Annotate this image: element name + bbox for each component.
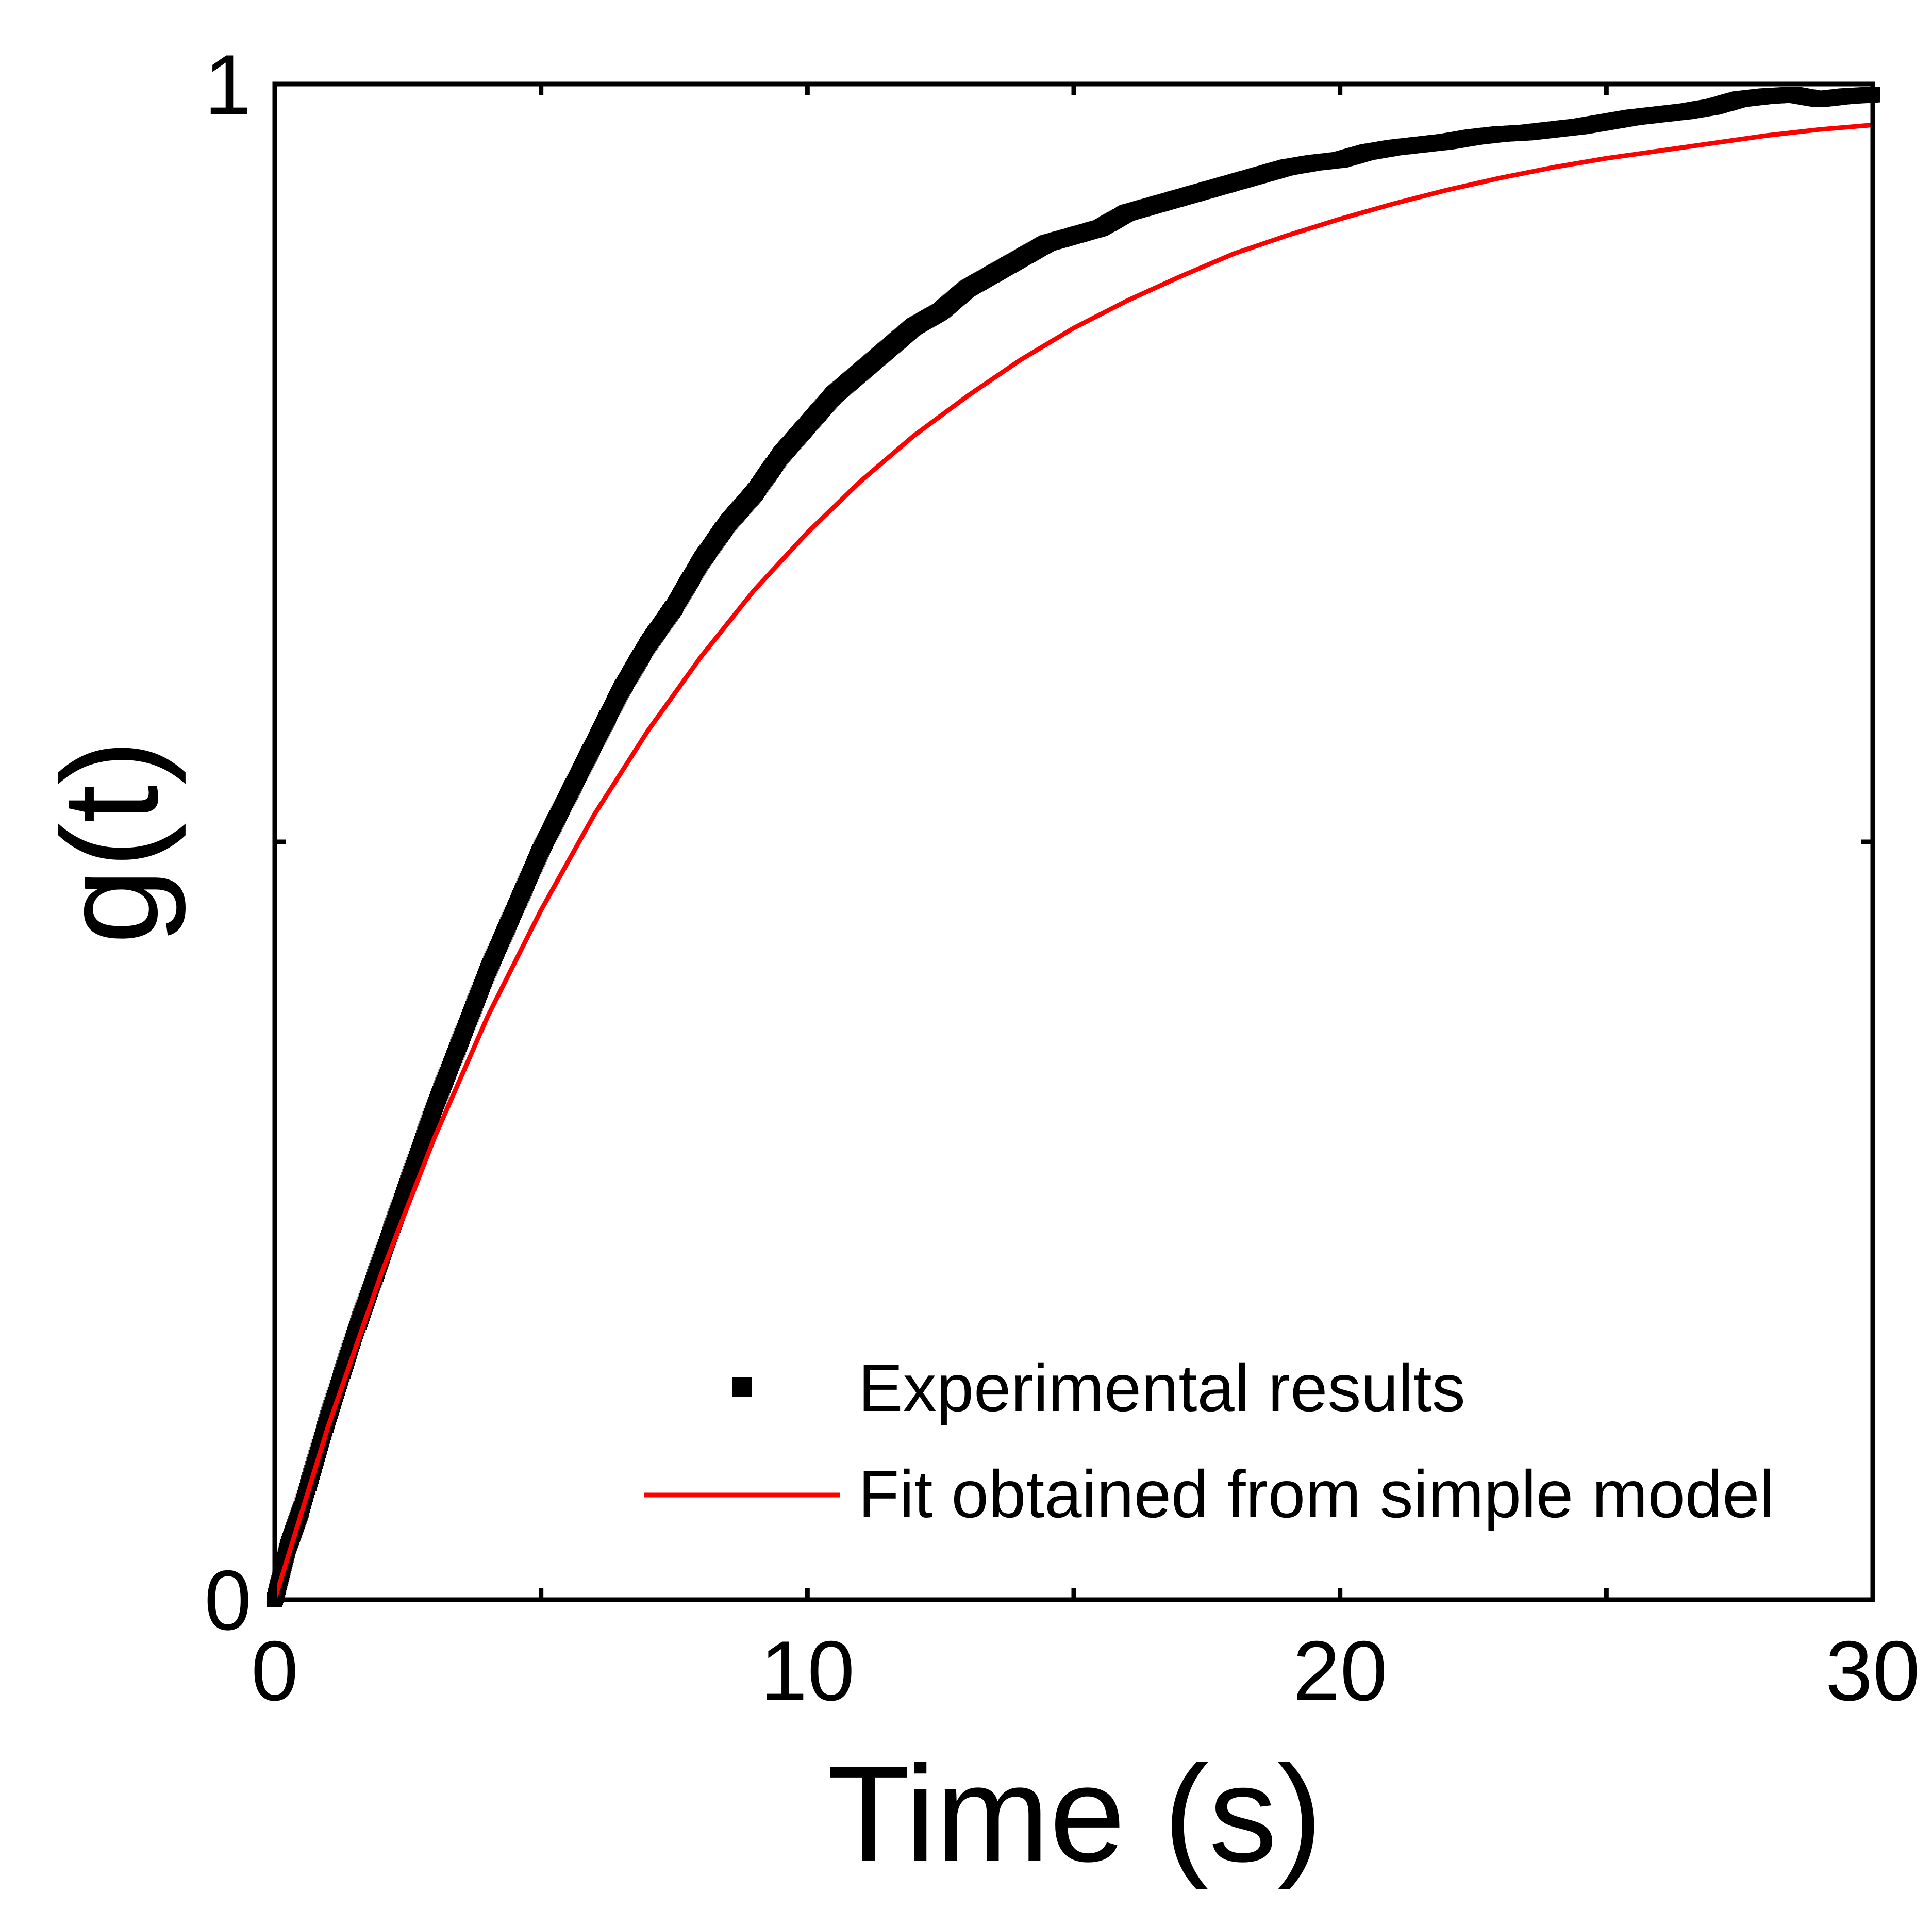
x-axis-label: Time (s) — [827, 1738, 1323, 1891]
legend-label-fit: Fit obtained from simple model — [858, 1456, 1774, 1532]
series-experimental — [267, 87, 1880, 1607]
y-tick-label: 1 — [204, 37, 252, 132]
x-tick-label: 0 — [251, 1623, 298, 1718]
x-tick-label: 30 — [1825, 1623, 1920, 1718]
marks-layer — [267, 87, 1880, 1607]
legend-marker-experimental — [732, 1377, 752, 1397]
x-tick-label: 10 — [760, 1623, 855, 1718]
y-axis-label: g(t) — [34, 739, 187, 944]
ticks-layer: 0 10 20 30 0 1 — [204, 37, 1920, 1718]
legend: Experimental results Fit obtained from s… — [644, 1350, 1774, 1532]
legend-label-experimental: Experimental results — [858, 1350, 1465, 1425]
x-tick-label: 20 — [1293, 1623, 1388, 1718]
y-tick-label: 0 — [204, 1553, 252, 1648]
series-fit-line — [272, 122, 1875, 1602]
